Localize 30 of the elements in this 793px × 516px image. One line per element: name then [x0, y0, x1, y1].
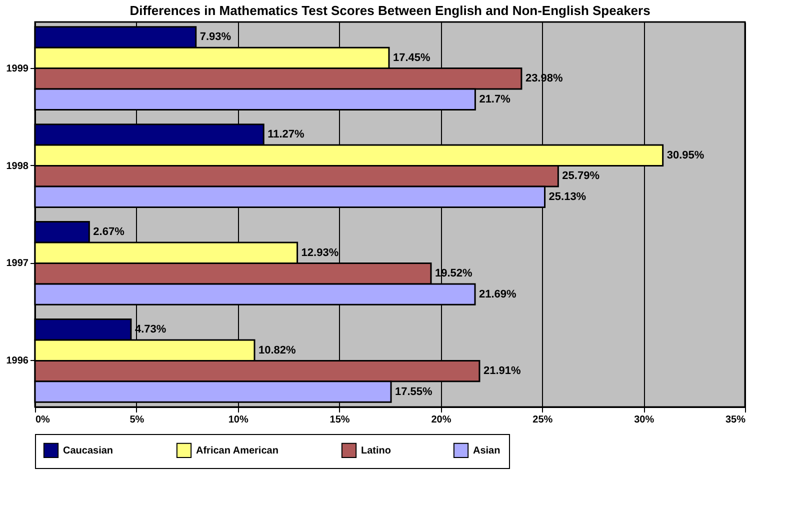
data-label: 2.67% [93, 226, 125, 238]
x-tick-label: 25% [532, 414, 553, 426]
data-label: 11.27% [268, 128, 305, 141]
data-label: 25.13% [548, 190, 586, 203]
legend-label: Latino [361, 445, 391, 456]
y-tick-label: 1997 [6, 258, 29, 270]
legend-label: Asian [473, 445, 500, 456]
legend-label: African American [196, 445, 278, 456]
data-label: 21.7% [479, 93, 511, 106]
y-tick-label: 1999 [6, 63, 29, 74]
x-tick-label: 15% [330, 414, 350, 426]
data-label: 21.69% [478, 288, 517, 300]
x-tick-label: 5% [130, 414, 144, 426]
y-tick-label: 1998 [6, 160, 29, 172]
data-label: 10.82% [258, 344, 296, 356]
data-label: 21.91% [483, 365, 521, 378]
x-tick-label: 0% [36, 414, 50, 426]
x-tick-label: 10% [228, 414, 248, 426]
chart-title: Differences in Mathematics Test Scores Between English and Non-English Speakers [130, 3, 650, 18]
legend-label: Caucasian [63, 445, 114, 456]
data-label: 17.45% [392, 52, 431, 64]
data-label: 17.55% [395, 386, 433, 398]
data-label: 25.79% [562, 170, 600, 182]
x-tick-label: 30% [634, 414, 654, 426]
y-tick-label: 1996 [6, 356, 29, 367]
data-label: 12.93% [301, 246, 339, 259]
x-tick-label: 20% [431, 414, 452, 426]
data-label: 7.93% [200, 31, 232, 44]
x-tick-label: 35% [725, 414, 746, 426]
data-label: 30.95% [666, 149, 704, 162]
